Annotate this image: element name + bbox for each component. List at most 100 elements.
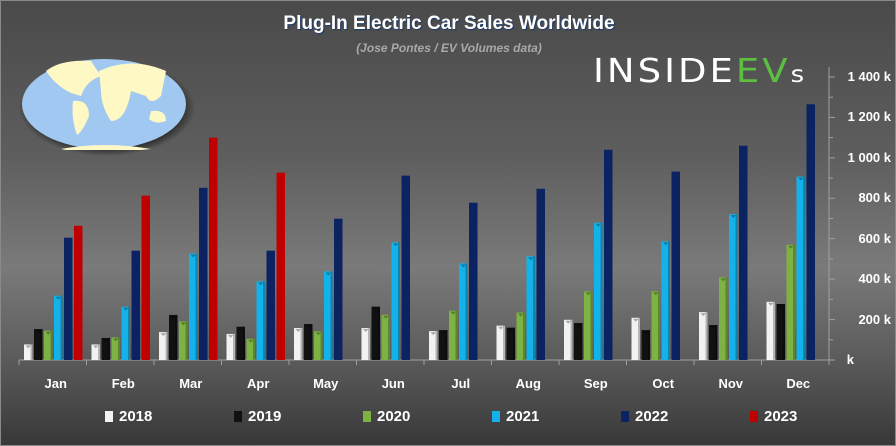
- bar-shade: [580, 323, 583, 360]
- bar-2020-Dec: [786, 244, 795, 360]
- bar-shade: [638, 317, 640, 360]
- bar-cap: [190, 254, 196, 258]
- bar-2018-Jul: [429, 331, 438, 360]
- bar-shade: [310, 324, 313, 360]
- bar-2018-Sep: [564, 319, 573, 360]
- bar-cap: [315, 332, 321, 336]
- bar-2022-Sep: [604, 149, 613, 360]
- bar-shade: [128, 306, 130, 360]
- bar-2019-Nov: [709, 325, 718, 360]
- bar-2018-Aug: [496, 325, 505, 360]
- bar-shade: [773, 301, 775, 360]
- bar-shade: [185, 321, 188, 360]
- bar-cap: [248, 339, 254, 343]
- bar-2019-Dec: [776, 304, 785, 360]
- bar-cap: [575, 324, 581, 328]
- bar-2020-Nov: [719, 277, 728, 360]
- x-tick-label: Mar: [179, 376, 203, 391]
- bar-2020-May: [314, 331, 323, 360]
- bar-2022-Dec: [806, 104, 815, 361]
- y-tick-label: 400 k: [858, 271, 891, 287]
- x-tick-label: May: [313, 376, 339, 391]
- bar-2018-May: [294, 328, 303, 360]
- x-tick-label: Aug: [515, 376, 541, 391]
- bar-shade: [803, 176, 805, 360]
- bar-2018-Nov: [699, 312, 708, 360]
- bar-2021-Jun: [391, 242, 400, 360]
- bar-shade: [108, 337, 110, 360]
- bar-shade: [503, 325, 505, 360]
- bar-cap: [170, 315, 176, 319]
- bar-shade: [233, 333, 235, 360]
- bar-cap: [393, 243, 399, 247]
- bar-cap: [663, 242, 669, 246]
- bar-2021-May: [324, 271, 333, 360]
- bar-cap: [595, 223, 601, 227]
- bar-2021-Feb: [121, 306, 130, 360]
- bar-cap: [700, 313, 706, 317]
- y-tick-label: 1 400 k: [847, 69, 891, 84]
- bar-shade: [445, 330, 448, 360]
- legend-item-2018: 2018: [105, 408, 152, 425]
- bar-2022-Jan: [64, 237, 73, 360]
- bar-cap: [35, 330, 41, 334]
- bar-2022-Aug: [536, 188, 545, 360]
- legend-item-2022: 2022: [621, 408, 668, 425]
- legend-label: 2018: [119, 408, 153, 425]
- x-tick-label: Nov: [718, 376, 744, 391]
- bar-2020-Jul: [449, 310, 458, 360]
- bar-2021-Oct: [661, 241, 670, 360]
- bar-2019-Aug: [506, 327, 515, 360]
- bar-shade: [40, 329, 43, 360]
- legend-label: 2019: [248, 408, 282, 425]
- bar-2019-May: [304, 324, 313, 360]
- bar-2020-Mar: [179, 321, 188, 360]
- bar-shade: [30, 344, 33, 360]
- bar-2019-Jun: [371, 306, 380, 360]
- x-tick-label: Sep: [583, 376, 608, 391]
- bar-shade: [388, 314, 390, 360]
- bar-shade: [435, 331, 438, 360]
- bar-cap: [633, 318, 639, 322]
- bar-shade: [668, 241, 670, 360]
- x-tick-label: Jan: [44, 376, 67, 391]
- bar-shade: [98, 344, 100, 360]
- bar-2021-Sep: [594, 222, 603, 360]
- bar-2021-Jul: [459, 263, 468, 360]
- legend-label: 2023: [764, 408, 798, 425]
- bar-cap: [460, 264, 466, 268]
- bar-shade: [590, 291, 593, 360]
- bar-shade: [243, 326, 245, 360]
- legend-item-2020: 2020: [363, 408, 410, 425]
- bar-2018-Dec: [766, 301, 775, 360]
- bar-cap: [565, 320, 571, 324]
- legend-swatch: [363, 411, 371, 422]
- bar-shade: [658, 291, 660, 360]
- bar-2021-Jan: [54, 295, 63, 360]
- bar-2018-Feb: [91, 344, 100, 360]
- bar-2020-Sep: [584, 291, 593, 360]
- y-tick-label: 200 k: [858, 311, 891, 327]
- bar-cap: [113, 338, 119, 342]
- bar-shade: [533, 256, 535, 360]
- bar-cap: [228, 334, 234, 338]
- bar-2022-Jun: [401, 175, 410, 360]
- bar-2020-Aug: [516, 312, 525, 360]
- bar-2019-Jan: [34, 329, 43, 360]
- legend-item-2019: 2019: [234, 408, 281, 425]
- y-tick-label: 1 200 k: [847, 109, 891, 125]
- bar-2021-Mar: [189, 253, 198, 360]
- bar-2022-Apr: [266, 250, 275, 360]
- x-tick-label: Jul: [451, 376, 471, 391]
- bar-shade: [725, 277, 728, 360]
- bar-shade: [50, 330, 53, 360]
- bar-shade: [465, 263, 468, 360]
- bar-cap: [518, 313, 524, 317]
- bar-shade: [165, 332, 168, 360]
- legend-label: 2021: [506, 408, 540, 425]
- legend-item-2021: 2021: [492, 408, 539, 425]
- bar-shade: [455, 310, 458, 360]
- bar-cap: [295, 329, 301, 333]
- x-tick-label: Apr: [247, 376, 270, 391]
